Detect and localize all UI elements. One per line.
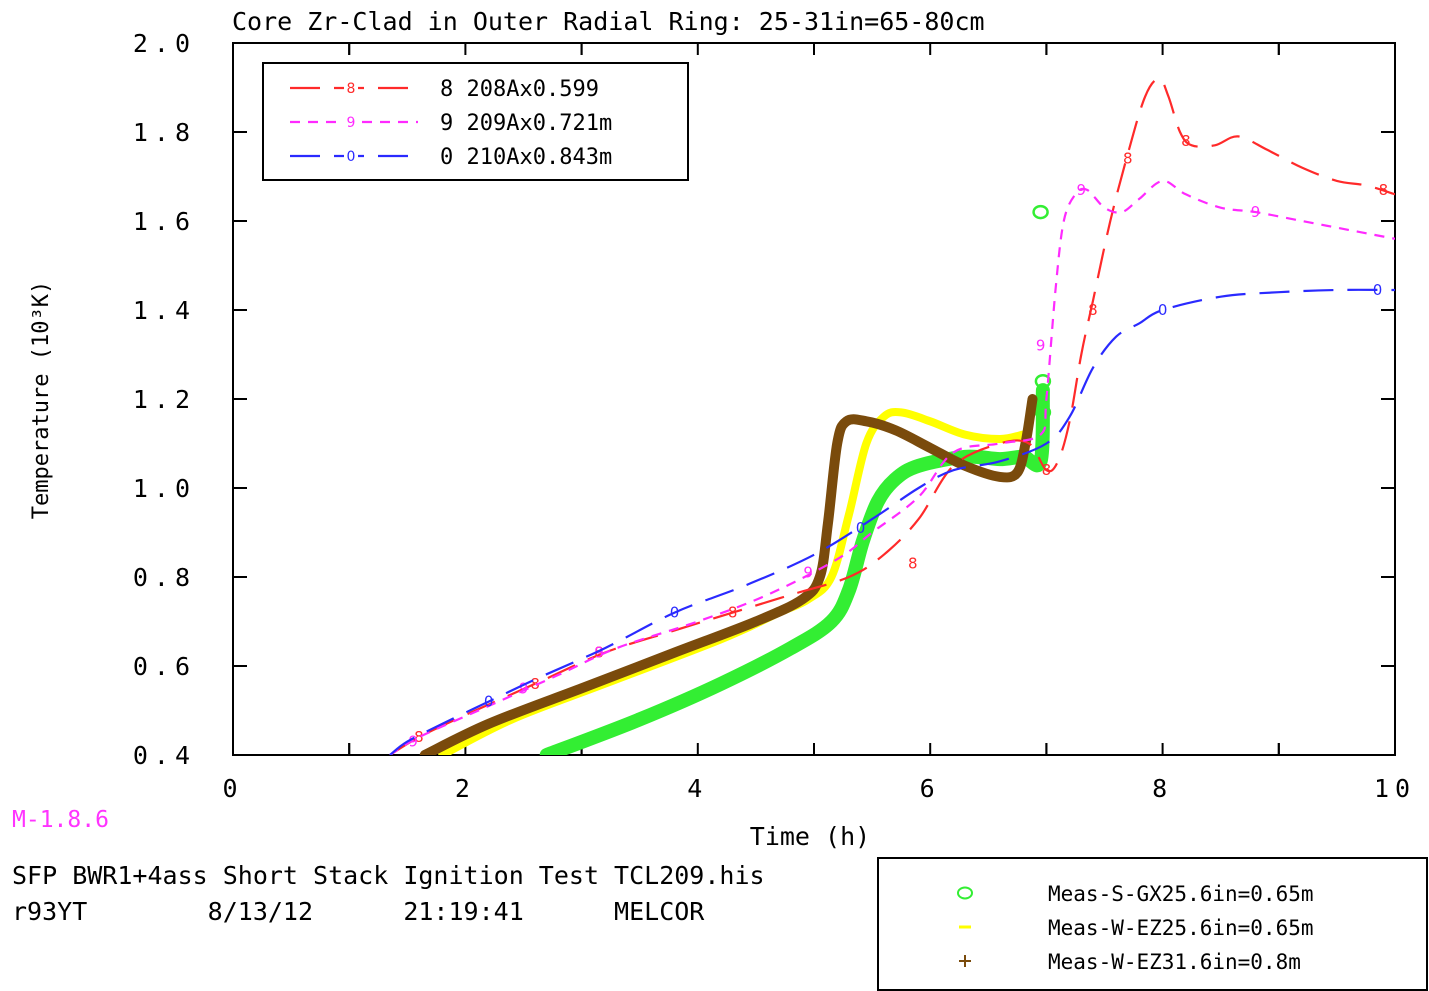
- legend-marker-bg: [344, 78, 358, 98]
- series-marker-8: 8: [1042, 461, 1052, 479]
- axis-ticks: [233, 43, 1395, 755]
- y-tick-label: 1.8: [133, 118, 196, 147]
- series-marker-0: 0: [856, 519, 866, 537]
- series-marker-8: 8: [1181, 132, 1191, 150]
- legend-label: 0 210Ax0.843m: [440, 145, 612, 170]
- y-tick-labels: 0.4 0.6 0.8 1.0 1.2 1.4 1.6 1.8 2.0: [133, 29, 196, 770]
- legend-bottom-right: Meas-S-GX25.6in=0.65m Meas-W-EZ25.6in=0.6…: [877, 857, 1428, 991]
- legend-marker: 0: [347, 149, 356, 165]
- series-marker-9: 9: [1076, 181, 1086, 199]
- series-marker-8: 8: [1088, 301, 1098, 319]
- y-tick-label: 0.4: [133, 741, 196, 770]
- version-label: M-1.8.6: [12, 807, 109, 833]
- legend-marker: 8: [347, 81, 356, 97]
- legend-label: Meas-W-EZ31.6in=0.8m: [1048, 950, 1301, 974]
- series-marker-8: 8: [594, 644, 604, 662]
- series-marker-9: 9: [1251, 203, 1261, 221]
- series-marker-9: 9: [1036, 337, 1046, 355]
- legend-marker-bg: [344, 146, 358, 166]
- x-tick-label: 6: [920, 774, 941, 803]
- x-axis-label: Time (h): [750, 822, 870, 851]
- series-marker-0: 0: [484, 693, 494, 711]
- legend-label: 9 209Ax0.721m: [440, 111, 612, 136]
- series-marker-8: 8: [1379, 181, 1389, 199]
- legend-marker: 9: [347, 115, 356, 131]
- series-marker-9: 9: [408, 733, 418, 751]
- measured-marker: [1034, 373, 1052, 389]
- x-tick-labels: 0 2 4 6 8 10: [222, 774, 1416, 803]
- series-marker-8: 8: [728, 604, 738, 622]
- x-tick-label: 10: [1374, 774, 1416, 803]
- x-tick-label: 4: [687, 774, 708, 803]
- measured-marker: [1034, 405, 1052, 420]
- measured-marker: [1032, 204, 1049, 220]
- y-tick-label: 1.2: [133, 385, 196, 414]
- y-tick-label: 1.4: [133, 296, 196, 325]
- y-tick-label: 2.0: [133, 29, 196, 58]
- footer-line-1: SFP BWR1+4ass Short Stack Ignition Test …: [12, 861, 765, 890]
- legend-label: Meas-W-EZ25.6in=0.65m: [1048, 916, 1314, 940]
- legend-symbol: [957, 886, 973, 900]
- series-marker-0: 0: [1158, 301, 1168, 319]
- x-tick-label: 0: [222, 774, 243, 803]
- x-tick-label: 2: [455, 774, 476, 803]
- series-marker-9: 9: [519, 679, 529, 697]
- legend-box: [877, 857, 1428, 991]
- x-tick-label: 8: [1152, 774, 1173, 803]
- series-marker-9: 9: [803, 564, 813, 582]
- series-line-8: [389, 77, 1395, 755]
- series-line-0: [389, 288, 1395, 755]
- series-marker-8: 8: [414, 728, 424, 746]
- legend-marker-bg: [344, 112, 358, 132]
- series-marker-8: 8: [908, 555, 918, 573]
- series-line-9: [389, 179, 1395, 755]
- y-tick-label: 0.6: [133, 652, 196, 681]
- measured-line-1: [539, 383, 1050, 755]
- series-marker-0: 0: [670, 604, 680, 622]
- series-marker-9: 9: [594, 644, 604, 662]
- measured-line-3: [419, 394, 1038, 755]
- y-axis-label: Temperature (10³K): [29, 281, 54, 519]
- series-marker-0: 0: [1373, 281, 1383, 299]
- footer-line-2: r93YT 8/13/12 21:19:41 MELCOR: [12, 897, 705, 926]
- series-marker-8: 8: [1123, 150, 1133, 168]
- legend-label: 8 208Ax0.599: [440, 77, 599, 102]
- y-tick-label: 1.0: [133, 474, 196, 503]
- chart-title: Core Zr-Clad in Outer Radial Ring: 25-31…: [232, 7, 985, 36]
- legend-label: Meas-S-GX25.6in=0.65m: [1048, 882, 1314, 906]
- y-tick-label: 1.6: [133, 207, 196, 236]
- legend-top-left: 8 8 208Ax0.599 9 9 209Ax0.721m 0 0 210Ax0.843…: [262, 62, 689, 181]
- y-tick-label: 0.8: [133, 563, 196, 592]
- series-marker-8: 8: [530, 675, 540, 693]
